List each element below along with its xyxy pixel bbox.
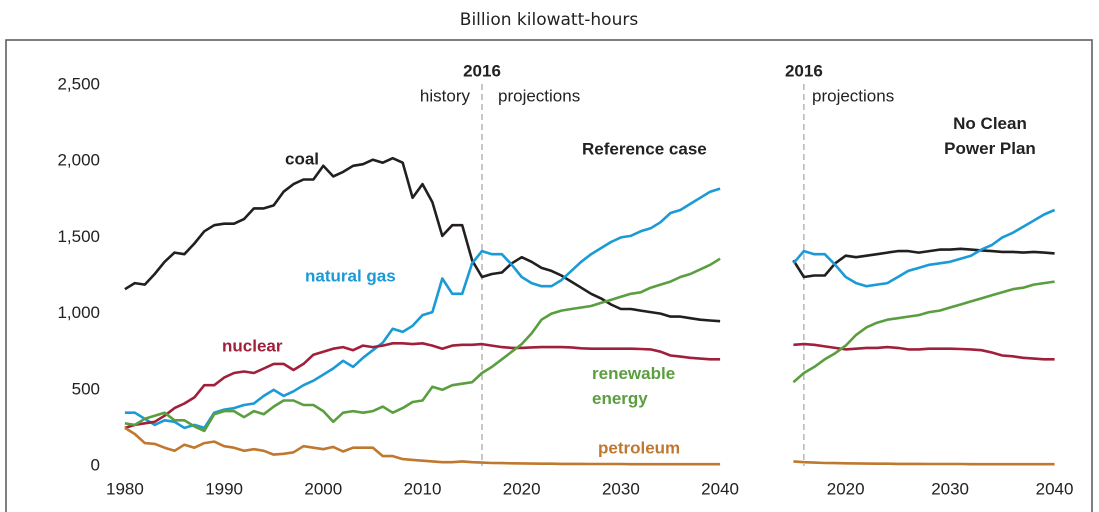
series-label: nuclear xyxy=(222,336,283,355)
x-tick-label: 2020 xyxy=(503,479,541,498)
y-tick-label: 2,500 xyxy=(57,74,100,93)
series-line xyxy=(793,342,1055,361)
annotation: projections xyxy=(498,86,580,105)
series-label: natural gas xyxy=(305,266,396,285)
annotation: No Clean Power Plan xyxy=(944,114,1036,158)
annotation: projections xyxy=(812,86,894,105)
y-tick-label: 0 xyxy=(91,455,100,474)
annotation: Reference case xyxy=(582,139,707,158)
y-tick-label: 1,500 xyxy=(57,227,100,246)
x-tick-label: 2030 xyxy=(931,479,969,498)
x-tick-label: 2040 xyxy=(701,479,739,498)
x-tick-label: 1990 xyxy=(205,479,243,498)
y-tick-label: 2,000 xyxy=(57,151,100,170)
series-line xyxy=(792,208,1056,288)
divider-label: 2016 xyxy=(785,61,823,80)
x-tick-label: 2010 xyxy=(404,479,442,498)
series-line xyxy=(124,342,721,430)
series-label: renewable energy xyxy=(592,364,675,408)
series-line xyxy=(124,257,721,433)
series-line xyxy=(792,247,1055,279)
chart-title: Billion kilowatt-hours xyxy=(460,10,639,30)
series-line xyxy=(792,280,1055,384)
x-tick-label: 2040 xyxy=(1036,479,1074,498)
x-tick-label: 2020 xyxy=(827,479,865,498)
annotation: history xyxy=(420,86,471,105)
x-tick-label: 2000 xyxy=(304,479,342,498)
series-line xyxy=(124,187,721,430)
divider-label: 2016 xyxy=(463,61,501,80)
series-line xyxy=(124,426,721,466)
y-tick-label: 500 xyxy=(72,379,100,398)
frame xyxy=(5,39,1093,512)
y-tick-label: 1,000 xyxy=(57,303,100,322)
x-tick-label: 1980 xyxy=(106,479,144,498)
series-label: petroleum xyxy=(598,438,680,457)
series-line xyxy=(124,156,721,323)
series-label: coal xyxy=(285,149,319,168)
x-tick-label: 2030 xyxy=(602,479,640,498)
series-line xyxy=(793,460,1055,466)
